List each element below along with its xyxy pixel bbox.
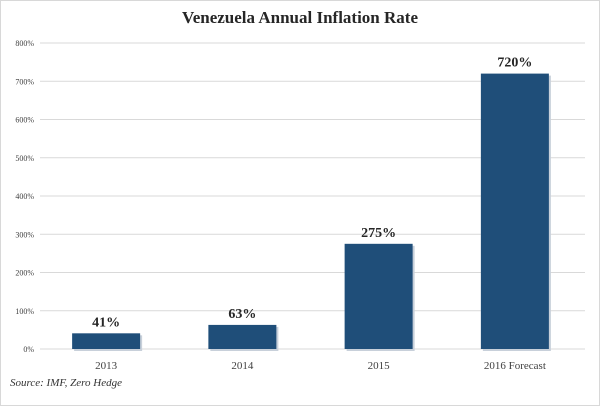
data-label: 41% xyxy=(92,315,120,330)
y-tick-label: 400% xyxy=(15,192,34,201)
bar xyxy=(344,243,413,349)
data-label: 63% xyxy=(228,307,256,322)
data-label: 275% xyxy=(361,226,396,241)
source-note: Source: IMF, Zero Hedge xyxy=(10,377,123,389)
y-tick-label: 600% xyxy=(15,116,34,125)
y-tick-label: 300% xyxy=(15,230,34,239)
x-tick-label: 2013 xyxy=(95,360,118,372)
y-tick-label: 700% xyxy=(15,77,34,86)
y-tick-label: 500% xyxy=(15,154,34,163)
x-tick-label: 2015 xyxy=(368,360,391,372)
y-tick-label: 800% xyxy=(15,39,34,48)
bar xyxy=(72,333,141,349)
data-label: 720% xyxy=(497,56,532,71)
chart-title: Venezuela Annual Inflation Rate xyxy=(182,8,418,27)
bar xyxy=(208,324,277,349)
bar xyxy=(480,73,549,349)
x-tick-label: 2016 Forecast xyxy=(484,360,546,372)
y-tick-label: 100% xyxy=(15,307,34,316)
y-tick-label: 200% xyxy=(15,269,34,278)
x-tick-label: 2014 xyxy=(231,360,254,372)
y-tick-label: 0% xyxy=(23,345,34,354)
